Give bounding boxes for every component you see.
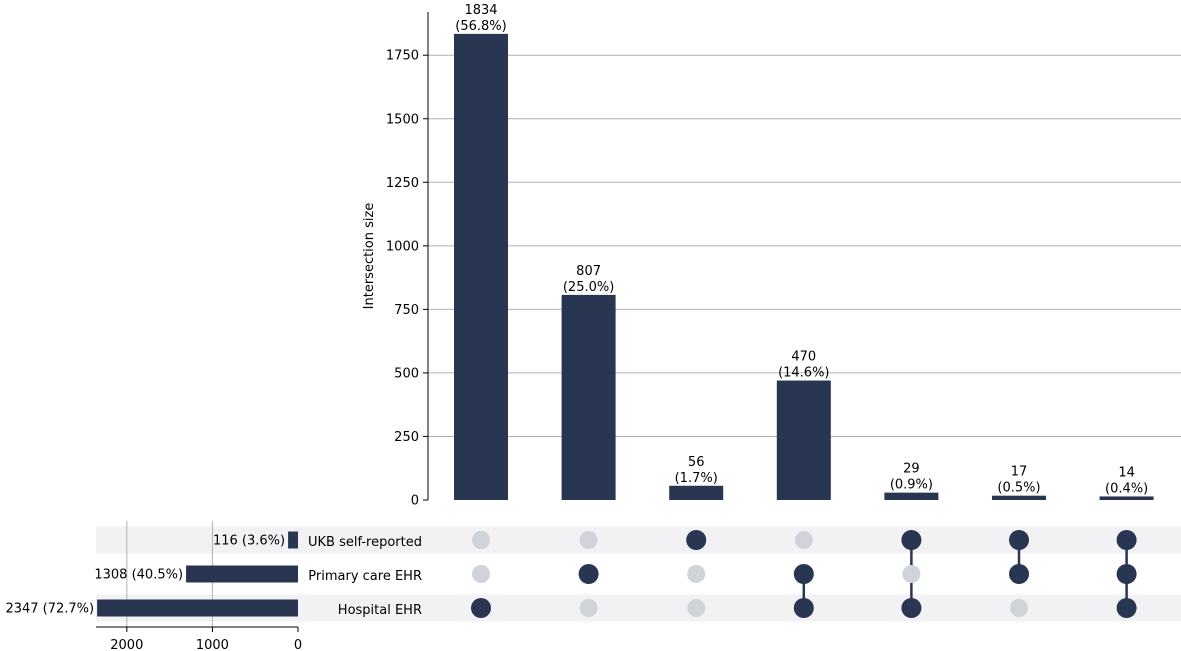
set-size-tick-label: 0 — [294, 638, 302, 651]
matrix-dot-inactive — [1010, 599, 1028, 617]
set-name-label: Hospital EHR — [338, 603, 422, 618]
intersection-bar — [561, 294, 616, 500]
set-size-bar — [97, 599, 299, 617]
set-size-tick-label: 1000 — [196, 638, 229, 651]
y-tick-label: 1750 — [386, 49, 419, 64]
intersection-percent-label: (0.5%) — [997, 481, 1040, 496]
y-tick-label: 0 — [411, 494, 419, 509]
set-size-bar — [186, 565, 298, 583]
intersection-percent-label: (56.8%) — [455, 19, 506, 34]
intersection-count-label: 470 — [791, 350, 816, 365]
y-tick-label: 500 — [394, 366, 419, 381]
matrix-dot-inactive — [687, 565, 706, 583]
intersection-count-label: 56 — [688, 455, 705, 470]
intersection-bar — [776, 380, 831, 500]
matrix-dot-active — [1116, 530, 1137, 550]
set-size-label: 116 (3.6%) — [213, 534, 285, 549]
intersection-bar — [884, 492, 939, 500]
matrix-dot-active — [793, 564, 814, 584]
intersection-bar — [992, 495, 1046, 500]
matrix-dot-inactive — [472, 565, 490, 583]
set-size-label: 2347 (72.7%) — [5, 602, 94, 617]
matrix-dot-inactive — [472, 531, 490, 549]
intersection-bar — [1099, 496, 1154, 500]
matrix-dot-inactive — [687, 599, 706, 617]
matrix-dot-inactive — [794, 531, 813, 549]
matrix-dot-inactive — [579, 599, 598, 617]
intersection-bar — [669, 485, 724, 500]
matrix-dot-active — [793, 598, 814, 618]
set-size-label: 1308 (40.5%) — [94, 568, 183, 583]
intersection-count-label: 29 — [903, 462, 920, 477]
matrix-dot-active — [686, 530, 707, 550]
y-tick-label: 750 — [394, 303, 419, 318]
set-name-label: UKB self-reported — [308, 535, 422, 550]
intersection-percent-label: (25.0%) — [563, 280, 614, 295]
intersection-percent-label: (0.4%) — [1105, 481, 1148, 496]
matrix-dot-active — [1116, 564, 1137, 584]
matrix-dot-active — [901, 530, 922, 550]
intersection-count-label: 14 — [1118, 465, 1135, 480]
y-axis-label: Intersection size — [362, 203, 377, 310]
set-size-tick-label: 2000 — [110, 638, 143, 651]
y-tick-label: 250 — [394, 430, 419, 445]
y-tick-label: 1500 — [386, 112, 419, 127]
matrix-dot-active — [1009, 564, 1029, 584]
intersection-percent-label: (14.6%) — [778, 366, 829, 381]
y-tick-label: 1000 — [386, 239, 419, 254]
set-size-bar — [288, 531, 298, 549]
matrix-dot-inactive — [579, 531, 598, 549]
set-row-stripe — [96, 526, 1181, 554]
intersection-percent-label: (0.9%) — [890, 478, 933, 493]
intersection-bar — [454, 33, 508, 500]
matrix-dot-active — [1009, 530, 1029, 550]
matrix-dot-active — [578, 564, 599, 584]
intersection-count-label: 1834 — [464, 3, 497, 18]
y-tick-label: 1250 — [386, 176, 419, 191]
intersection-count-label: 17 — [1011, 465, 1028, 480]
matrix-dot-active — [1116, 598, 1137, 618]
matrix-dot-active — [471, 598, 491, 618]
intersection-percent-label: (1.7%) — [675, 471, 718, 486]
set-name-label: Primary care EHR — [308, 569, 422, 584]
intersection-count-label: 807 — [576, 264, 601, 279]
matrix-dot-active — [901, 598, 922, 618]
matrix-dot-inactive — [902, 565, 921, 583]
